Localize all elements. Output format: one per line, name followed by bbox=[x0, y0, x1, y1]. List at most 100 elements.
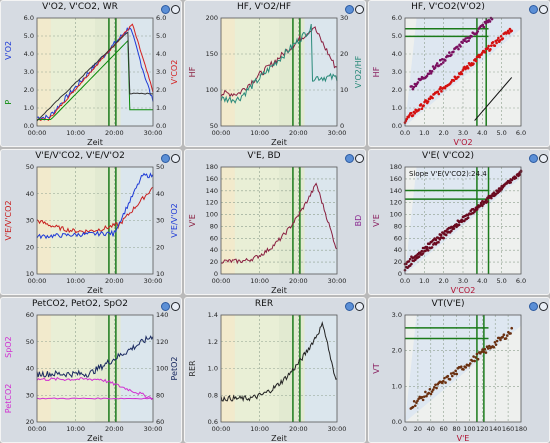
y-axis-label: RER bbox=[188, 360, 197, 377]
x-tick-label: 3.0 bbox=[458, 129, 468, 137]
data-point bbox=[411, 87, 415, 91]
chart-panel-p6: V'E( V'CO2) 0.0 1.0 2.0 3.0 4.0 5.0 6.0 V'CO2 0 20… bbox=[368, 149, 550, 295]
x-tick-label: 10:00 bbox=[250, 129, 269, 137]
x-tick-label: 10:00 bbox=[66, 277, 85, 285]
data-point bbox=[487, 44, 490, 48]
data-point bbox=[465, 40, 468, 43]
x-tick-label: 00:00 bbox=[212, 129, 231, 137]
data-point bbox=[495, 339, 499, 343]
x-tick-label: 2.0 bbox=[438, 129, 448, 137]
data-point bbox=[453, 75, 457, 79]
expand-icon[interactable] bbox=[161, 5, 170, 14]
collapse-icon[interactable] bbox=[539, 5, 548, 14]
x-axis-label: V'E bbox=[457, 434, 470, 443]
data-point bbox=[514, 176, 518, 180]
data-point bbox=[450, 374, 454, 378]
expand-icon[interactable] bbox=[345, 302, 354, 311]
data-point bbox=[437, 240, 440, 244]
data-point bbox=[461, 41, 464, 45]
chart-svg: 00:00 10:00 20:00 30:00 Zeit 50 100 150 200 HF 0 10… bbox=[188, 14, 363, 146]
chart-title: V'O2, V'CO2, WR bbox=[42, 2, 118, 12]
y-axis-label: P bbox=[4, 100, 13, 105]
y-tick-label: 120 bbox=[206, 199, 218, 207]
collapse-icon[interactable] bbox=[539, 154, 548, 163]
y2-tick-label: 0.0 bbox=[156, 122, 166, 130]
series-line bbox=[36, 186, 154, 234]
expand-icon[interactable] bbox=[529, 154, 538, 163]
collapse-icon[interactable] bbox=[171, 5, 180, 14]
data-point bbox=[461, 69, 465, 72]
slope-annotation: Slope V'E(V'CO2):24.4 bbox=[409, 170, 487, 178]
x-tick-label: 20 bbox=[414, 425, 422, 433]
data-point bbox=[422, 395, 426, 398]
y2-tick-label: 140 bbox=[156, 311, 168, 319]
data-point bbox=[506, 29, 510, 33]
chart-panel-p2: HF, V'O2/HF 00:00 10:00 20:00 30:00 Zeit 50 100… bbox=[184, 0, 366, 147]
y-tick-label: 160 bbox=[206, 175, 218, 183]
y-tick-label: 40 bbox=[26, 190, 34, 198]
data-point bbox=[439, 233, 443, 237]
data-point bbox=[492, 345, 496, 349]
expand-icon[interactable] bbox=[161, 154, 170, 163]
data-point bbox=[420, 395, 424, 399]
y-tick-label: 3.0 bbox=[392, 68, 402, 76]
expand-icon[interactable] bbox=[529, 5, 538, 14]
data-point bbox=[427, 391, 431, 395]
data-point bbox=[407, 260, 411, 263]
collapse-icon[interactable] bbox=[171, 154, 180, 163]
collapse-icon[interactable] bbox=[355, 5, 364, 14]
data-point bbox=[431, 388, 435, 391]
collapse-icon[interactable] bbox=[171, 302, 180, 311]
y-tick-label: 0 bbox=[214, 270, 218, 278]
expand-icon[interactable] bbox=[161, 302, 170, 311]
data-point bbox=[489, 48, 492, 51]
y-tick-label: 180 bbox=[390, 163, 402, 171]
data-point bbox=[411, 114, 415, 117]
collapse-icon[interactable] bbox=[539, 302, 548, 311]
data-point bbox=[505, 334, 509, 337]
data-point bbox=[508, 27, 512, 31]
data-point bbox=[499, 35, 503, 38]
data-point bbox=[504, 337, 508, 340]
data-point bbox=[446, 374, 450, 378]
y2-tick-label: 20 bbox=[340, 50, 348, 58]
data-point bbox=[415, 401, 418, 404]
data-point bbox=[470, 35, 473, 38]
data-point bbox=[507, 31, 511, 35]
data-point bbox=[487, 344, 491, 348]
x-tick-label: 60 bbox=[440, 425, 448, 433]
x-tick-label: 00:00 bbox=[212, 277, 231, 285]
series-line bbox=[36, 335, 154, 379]
y-axis-label: HF bbox=[188, 66, 197, 77]
collapse-icon[interactable] bbox=[355, 154, 364, 163]
data-point bbox=[495, 41, 498, 45]
data-point bbox=[425, 74, 429, 78]
data-point bbox=[425, 394, 428, 398]
series-line bbox=[220, 26, 338, 98]
y-tick-label: 150 bbox=[206, 50, 218, 58]
data-point bbox=[486, 200, 489, 203]
y-axis-label: V'E bbox=[188, 214, 197, 227]
y-tick-label: 120 bbox=[390, 199, 402, 207]
x-tick-label: 30:00 bbox=[328, 129, 347, 137]
data-point bbox=[484, 351, 488, 354]
x-tick-label: 20:00 bbox=[105, 425, 124, 433]
data-point bbox=[434, 238, 438, 242]
data-point bbox=[444, 59, 447, 62]
data-point bbox=[411, 405, 415, 409]
series-line bbox=[474, 77, 513, 121]
y2-tick-label: 20 bbox=[156, 243, 164, 251]
data-point bbox=[456, 45, 459, 49]
chart-svg: 0.0 1.0 2.0 3.0 4.0 5.0 6.0 V'O2 0.0 1.0 2.0 3.0 4.0… bbox=[372, 14, 526, 146]
expand-icon[interactable] bbox=[345, 154, 354, 163]
collapse-icon[interactable] bbox=[355, 302, 364, 311]
x-axis-label: Zeit bbox=[87, 138, 103, 147]
y2-tick-label: 6.0 bbox=[156, 14, 166, 22]
y-tick-label: 0 bbox=[398, 270, 402, 278]
expand-icon[interactable] bbox=[345, 5, 354, 14]
y-tick-label: 1.0 bbox=[392, 104, 402, 112]
y2-tick-label: 60 bbox=[156, 418, 164, 426]
data-point bbox=[442, 379, 445, 383]
expand-icon[interactable] bbox=[529, 302, 538, 311]
chart-panel-p5: V'E, BD 00:00 10:00 20:00 30:00 Zeit 0 20 40 60 80… bbox=[184, 149, 366, 295]
